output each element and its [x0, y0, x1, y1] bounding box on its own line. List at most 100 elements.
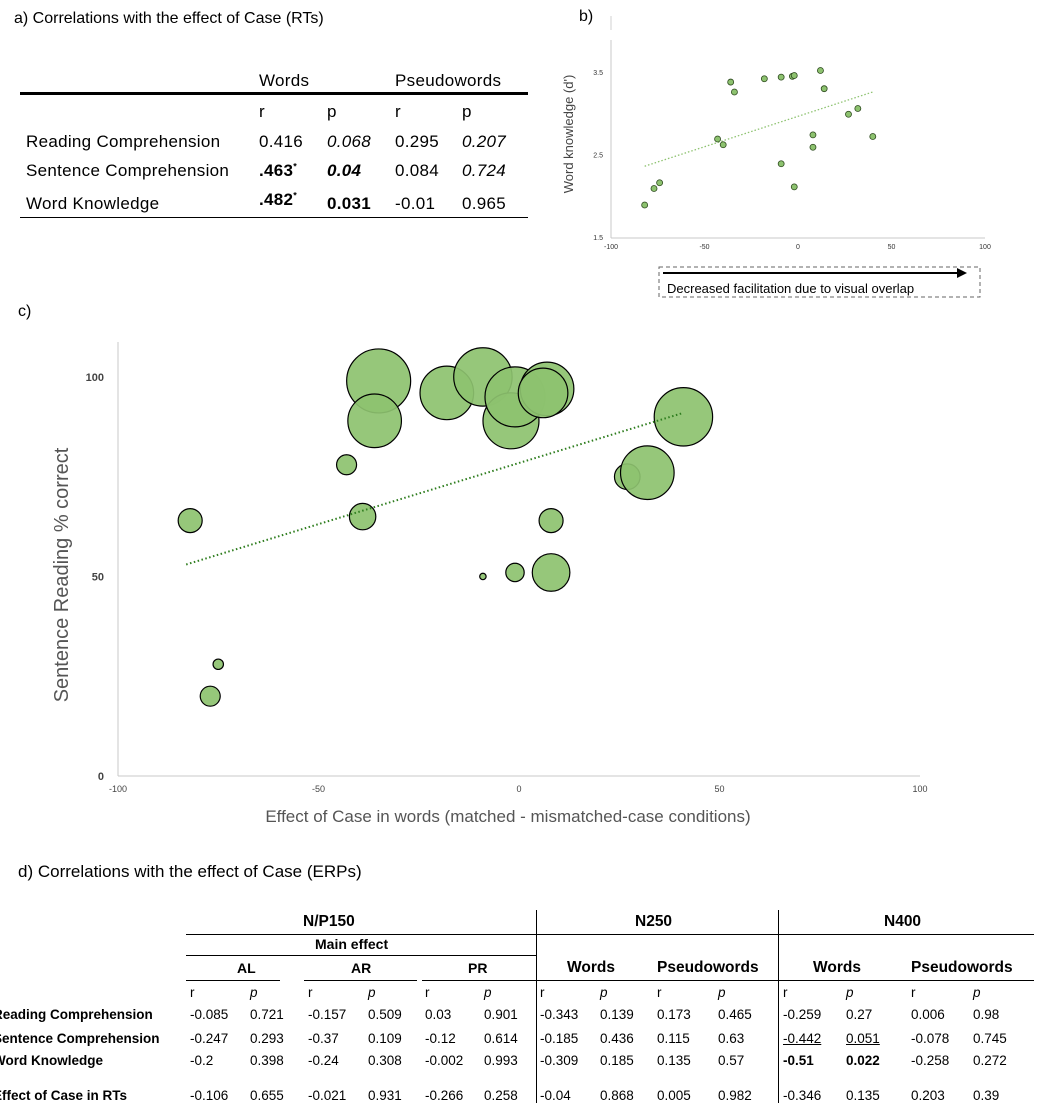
table-cell: 0.006: [911, 1007, 945, 1022]
table-cell: 0.931: [368, 1088, 402, 1103]
subgroup-header: Words: [813, 959, 861, 976]
arrow-box: [658, 266, 981, 298]
table-cell: 0.005: [657, 1088, 691, 1103]
subgroup-header: Pseudowords: [911, 959, 1013, 976]
col-header: p: [973, 985, 981, 1000]
data-point: [731, 88, 738, 96]
x-tick-label: -50: [699, 244, 709, 251]
data-point: [777, 73, 785, 81]
table-cell: 0.295: [395, 132, 440, 151]
table-cell: 0.084: [395, 161, 440, 180]
bubble-point: [653, 387, 714, 447]
table-cell: 0.982: [718, 1088, 752, 1103]
bubble-point: [479, 572, 487, 581]
table-cell: 0.139: [600, 1007, 634, 1022]
table-cell: 0.068: [327, 132, 372, 151]
panel-d-table: N/P150 N250 N400 Main effect AL AR PR Wo…: [0, 905, 1040, 1103]
col-header: r: [540, 985, 545, 1000]
row-label: Word Knowledge: [26, 194, 160, 213]
table-cell: 0.109: [368, 1031, 402, 1046]
table-rule: [422, 980, 536, 981]
table-cell: -0.258: [911, 1053, 950, 1068]
panel-b-scatter-chart: Word knowledge (d') 1.5 2.5 3.5 -100 -50 0 50…: [561, 16, 991, 298]
panel-a-title: a) Correlations with the effect of Case …: [14, 10, 324, 27]
table-cell: -0.51: [783, 1053, 814, 1068]
table-cell: -0.157: [308, 1007, 347, 1022]
table-cell: 0.39: [973, 1088, 1000, 1103]
table-cell: 0.98: [973, 1007, 1000, 1022]
table-cell: 0.293: [250, 1031, 284, 1046]
col-header: r: [783, 985, 788, 1000]
row-label: Sentence Comprehension: [0, 1031, 160, 1046]
trendline: [644, 91, 874, 167]
col-header: r: [425, 985, 430, 1000]
y-tick-label: 100: [86, 372, 104, 384]
panel-b-label: b): [579, 8, 594, 25]
table-cell: -0.346: [783, 1088, 822, 1103]
data-point: [854, 105, 862, 112]
table-cell: 0.868: [600, 1088, 634, 1103]
table-cell: 0.398: [250, 1053, 284, 1068]
table-cell: 0.724: [462, 161, 507, 180]
bubble-point: [199, 685, 221, 707]
data-point: [656, 179, 664, 187]
table-rule: [304, 980, 417, 981]
bubble-point: [347, 393, 403, 449]
table-cell: 0.465: [718, 1007, 752, 1022]
table-cell: -0.2: [190, 1053, 214, 1068]
table-cell: -0.078: [911, 1031, 950, 1046]
table-cell: 0.27: [846, 1007, 873, 1022]
col-header: p: [368, 985, 376, 1000]
x-tick-label: 0: [516, 784, 521, 794]
table-cell: .482*: [259, 190, 298, 209]
col-header: p: [462, 102, 472, 121]
col-header: r: [395, 102, 401, 121]
bubble-point: [517, 367, 569, 419]
x-tick-label: 0: [796, 244, 800, 251]
table-cell: -0.085: [190, 1007, 229, 1022]
table-cell: 0.207: [462, 132, 507, 151]
table-cell: 0.57: [718, 1053, 745, 1068]
table-cell: -0.259: [783, 1007, 822, 1022]
table-rule: [186, 934, 1034, 935]
data-point: [869, 133, 877, 140]
x-tick-label: 50: [714, 784, 724, 794]
table-cell: -0.021: [308, 1088, 347, 1103]
table-cell: 0.416: [259, 132, 304, 151]
table-cell: 0.901: [484, 1007, 518, 1022]
table-rule: [186, 980, 280, 981]
table-cell: 0.614: [484, 1031, 518, 1046]
row-label: Reading Comprehension: [0, 1007, 153, 1022]
table-cell: -0.002: [425, 1053, 464, 1068]
data-point: [809, 131, 817, 139]
col-header: p: [484, 985, 492, 1000]
table-cell: 0.308: [368, 1053, 402, 1068]
y-axis-label: Sentence Reading % correct: [51, 447, 73, 702]
arrow-head-icon: [957, 268, 967, 278]
main-effect-header: Main effect: [315, 936, 389, 952]
table-cell: 0.04: [327, 161, 362, 180]
panel-c-label: c): [18, 303, 32, 320]
data-point: [641, 201, 649, 209]
table-cell: 0.965: [462, 194, 507, 213]
col-header: p: [846, 985, 854, 1000]
table-cell: -0.106: [190, 1088, 229, 1103]
bubble-point: [212, 658, 225, 671]
y-axis-label: Word knowledge (d'): [561, 75, 576, 194]
data-point: [714, 135, 721, 143]
table-divider: [778, 910, 779, 1103]
col-header: p: [718, 985, 726, 1000]
table-cell: -0.343: [540, 1007, 579, 1022]
table-cell: 0.436: [600, 1031, 634, 1046]
data-point: [650, 185, 658, 192]
row-label: Word Knowledge: [0, 1053, 103, 1068]
subgroup-header: AR: [351, 960, 372, 976]
x-tick-label: 50: [888, 244, 896, 251]
panel-c-bubble-chart: Sentence Reading % correct Effect of Cas…: [51, 342, 928, 826]
subgroup-header: Words: [567, 959, 615, 976]
table-rule: [186, 955, 536, 956]
row-label: Sentence Comprehension: [26, 161, 230, 180]
table-cell: 0.03: [425, 1007, 452, 1022]
table-cell: 0.115: [657, 1031, 690, 1046]
group-header-np150: N/P150: [303, 913, 355, 930]
